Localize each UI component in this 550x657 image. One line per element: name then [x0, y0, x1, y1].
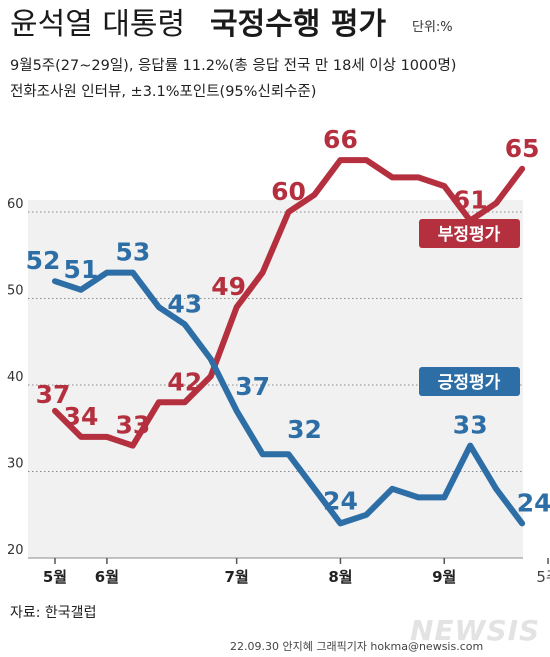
y-tick-label-50: 50 — [7, 284, 24, 299]
series-1-point-7 — [234, 408, 240, 414]
series-1-point-8 — [260, 451, 266, 457]
x-tick-label-2: 7월 — [225, 568, 249, 586]
x-tick-label-3: 8월 — [328, 568, 352, 586]
series-1-point-16 — [467, 443, 473, 449]
series-1-point-18 — [519, 520, 525, 526]
series-0-point-9 — [286, 209, 292, 215]
series-1-label-0: 52 — [26, 246, 61, 275]
series-0-point-14 — [415, 174, 421, 180]
series-0-point-0 — [52, 408, 58, 414]
series-0-point-13 — [389, 174, 395, 180]
series-0-label-3: 42 — [167, 367, 202, 396]
watermark-logo: NEWSIS — [410, 614, 540, 647]
series-0-point-18 — [519, 166, 525, 172]
series-0-point-11 — [337, 157, 343, 163]
series-1-label-5: 32 — [287, 415, 322, 444]
series-0-label-6: 66 — [323, 125, 358, 154]
legend-negative: 부정평가 — [419, 219, 520, 248]
survey-info-line2: 전화조사원 인터뷰, ±3.1%포인트(95%신뢰수준) — [10, 83, 316, 100]
series-0-label-1: 34 — [64, 402, 99, 431]
series-1-label-7: 33 — [453, 411, 488, 440]
series-1-label-6: 24 — [323, 486, 358, 515]
credit-line: 22.09.30 안지혜 그래픽기자 hokma@newsis.com — [230, 640, 483, 653]
legend-positive: 긍정평가 — [419, 367, 520, 396]
series-1-point-2 — [104, 270, 110, 276]
series-1-point-1 — [78, 287, 84, 293]
y-tick-label-60: 60 — [7, 197, 24, 212]
series-0-label-2: 33 — [115, 411, 150, 440]
series-1-point-10 — [312, 486, 317, 492]
series-1-point-13 — [389, 486, 395, 492]
series-1-point-6 — [208, 356, 214, 362]
series-0-point-4 — [156, 399, 162, 405]
series-0-point-5 — [182, 399, 188, 405]
series-1-point-9 — [286, 451, 292, 457]
series-1-point-4 — [156, 304, 162, 310]
x-tick-label-1: 6월 — [95, 568, 119, 586]
series-lines — [52, 157, 526, 527]
y-tick-label-30: 30 — [7, 457, 24, 472]
series-0-label-5: 60 — [271, 177, 306, 206]
series-0-point-17 — [493, 200, 499, 206]
series-1-point-17 — [493, 486, 499, 492]
series-0-point-3 — [130, 443, 136, 449]
source-label: 자료: 한국갤럽 — [10, 605, 96, 621]
series-0-point-2 — [104, 434, 110, 440]
series-1-label-3: 43 — [167, 289, 202, 318]
series-0-point-8 — [260, 270, 266, 276]
series-0-point-15 — [441, 183, 447, 189]
series-1-point-15 — [441, 494, 447, 500]
survey-info-line1: 9월5주(27~29일), 응답률 11.2%(총 응답 전국 만 18세 이상… — [10, 57, 456, 74]
legend-negative-box — [419, 219, 520, 248]
series-1-point-14 — [415, 494, 421, 500]
y-tick-label-20: 20 — [7, 543, 24, 558]
series-1-point-11 — [337, 520, 343, 526]
series-1-point-5 — [182, 321, 188, 327]
x-tick-label-4: 9월 — [432, 568, 456, 586]
chart-title-emphasis: 국정수행 평가 — [210, 7, 386, 42]
series-1-label-1: 51 — [64, 255, 99, 284]
series-0-point-6 — [208, 373, 214, 379]
series-1-point-0 — [52, 278, 58, 284]
legend-negative-label: 부정평가 — [438, 225, 501, 245]
legend-positive-label: 긍정평가 — [438, 373, 501, 393]
series-1-point-3 — [130, 270, 136, 276]
chart-title-main: 윤석열 대통령 — [10, 7, 185, 42]
series-1-point-12 — [363, 512, 369, 518]
x-tick-label-5: 5주 — [536, 568, 550, 586]
unit-label: 단위:% — [412, 20, 453, 35]
series-0-point-7 — [234, 304, 240, 310]
legend-positive-box — [419, 367, 520, 396]
series-0-label-4: 49 — [211, 272, 246, 301]
series-0-point-1 — [78, 434, 84, 440]
series-0-point-10 — [312, 192, 317, 198]
series-1-label-4: 37 — [235, 372, 270, 401]
series-1-label-2: 53 — [115, 238, 150, 267]
series-0-label-0: 37 — [36, 380, 71, 409]
series-0-label-7: 61 — [453, 186, 488, 215]
series-0-point-12 — [363, 157, 369, 163]
x-tick-label-0: 5월 — [43, 568, 67, 586]
series-0-label-8: 65 — [505, 134, 540, 163]
y-axis-ticks: 20 30 40 50 60 — [7, 197, 24, 558]
x-axis-ticks: 5월 6월 7월 8월 9월 5주 — [43, 558, 550, 586]
series-1-label-8: 24 — [517, 488, 550, 517]
y-tick-label-40: 40 — [7, 370, 24, 385]
